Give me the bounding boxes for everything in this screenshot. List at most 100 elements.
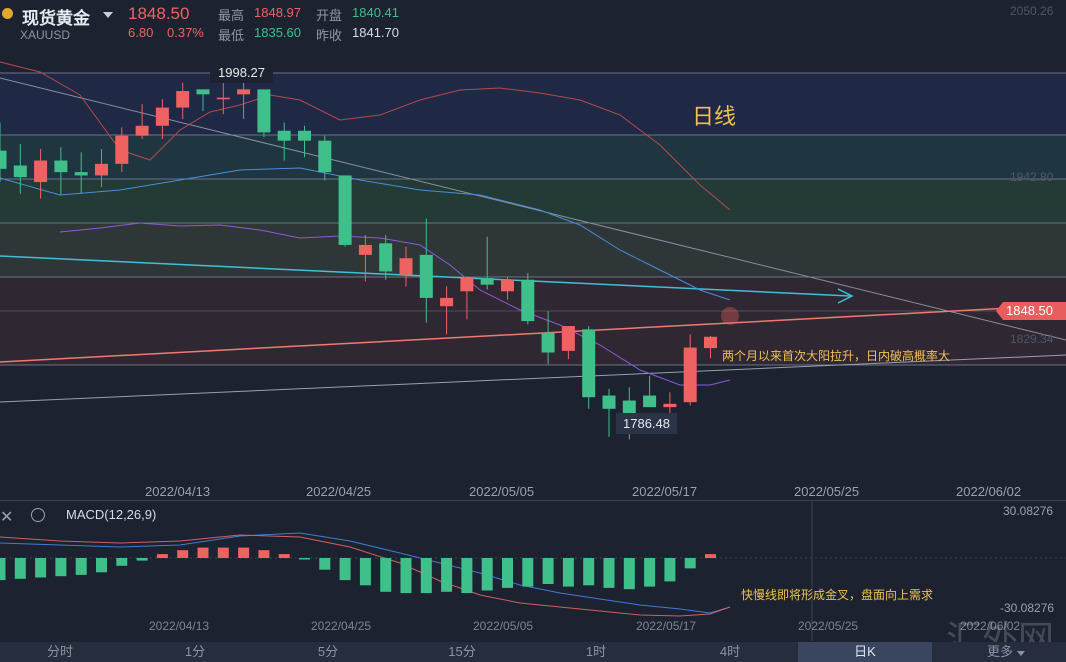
close-icon[interactable]: ✕ (0, 509, 14, 526)
macd-bar (481, 558, 493, 591)
candle-body (135, 125, 149, 136)
macd-bar (258, 550, 270, 558)
macd-bar (197, 547, 209, 558)
macd-bar (623, 558, 635, 590)
macd-bar (0, 558, 6, 581)
chevron-down-icon[interactable] (103, 12, 113, 18)
high-label: 最高 (218, 8, 245, 23)
band-2 (0, 135, 1066, 179)
macd-bar (562, 558, 574, 587)
macd-bar (380, 558, 392, 592)
macd-bar (177, 550, 189, 558)
macd-bar (644, 558, 656, 587)
low-marker: 1786.48 (616, 413, 677, 434)
macd-bar (136, 558, 148, 561)
lower-trendline (0, 354, 1066, 403)
arrow-icon (837, 288, 854, 304)
dif-line (0, 532, 731, 614)
macd-bar (420, 558, 432, 594)
macd-title: MACD(12,26,9) (66, 507, 157, 522)
support-line (0, 304, 1066, 363)
candle-body (176, 91, 190, 108)
candle-body (318, 140, 332, 173)
tab-15min[interactable]: 15分 (448, 644, 476, 659)
macd-bar (684, 558, 696, 569)
candle-body (13, 165, 27, 178)
candle-body (95, 163, 108, 176)
candle-body (622, 400, 636, 416)
panel-divider (0, 500, 1066, 501)
candle-body (704, 336, 717, 349)
tab-daily[interactable]: 日K (798, 642, 932, 662)
candle-body (501, 279, 514, 292)
gold-icon (2, 8, 13, 19)
tab-more[interactable]: 更多 (986, 644, 1013, 659)
macd-date-label: 2022/04/25 (311, 619, 372, 633)
macd-bar (522, 558, 534, 587)
candle-body (541, 332, 555, 353)
date-label: 2022/04/13 (145, 484, 211, 499)
candle-body (237, 89, 251, 95)
macd-bar (116, 558, 128, 566)
down-trendline (0, 77, 1066, 341)
macd-chart[interactable] (0, 501, 1066, 641)
candle-body (663, 403, 677, 408)
band-4 (0, 223, 1066, 277)
annotation: 两个月以来首次大阳拉升，日内破高概率大 (722, 349, 951, 363)
date-label: 2022/04/25 (306, 484, 372, 499)
macd-bar (238, 547, 250, 558)
more-chevron-icon[interactable] (1017, 651, 1025, 656)
symbol-name[interactable]: 现货黄金 (22, 9, 90, 28)
candle-body (74, 172, 88, 176)
candle-body (379, 243, 393, 272)
macd-bar (156, 554, 168, 558)
macd-bar (461, 558, 473, 594)
tab-4hour[interactable]: 4时 (719, 644, 741, 659)
macd-axis-top: 30.08276 (1003, 504, 1054, 518)
macd-bar (75, 558, 87, 575)
band-3 (0, 179, 1066, 223)
macd-date-label: 2022/05/25 (798, 619, 859, 633)
macd-annotation: 快慢线即将形成金叉，盘面向上需求 (741, 588, 934, 602)
candle-body (521, 279, 535, 322)
middle-band (0, 167, 731, 301)
price-axis-low: 1829.34 (1010, 332, 1054, 346)
macd-bar (441, 558, 453, 592)
settings-icon[interactable] (31, 508, 45, 522)
candle-body (358, 244, 372, 255)
price-chart[interactable] (0, 0, 1066, 500)
date-label: 2022/05/25 (794, 484, 860, 499)
current-price-tag (996, 302, 1066, 320)
candle-body (34, 160, 48, 183)
candle-body (399, 258, 413, 275)
candle-body (643, 395, 657, 408)
candle-body (683, 347, 697, 403)
lower-band (59, 222, 731, 386)
candle-body (338, 175, 352, 245)
price-axis-top: 2050.26 (1010, 4, 1054, 18)
candle-body (115, 135, 129, 164)
macd-bar (96, 558, 107, 573)
current-glow (721, 307, 739, 325)
candle-body (155, 107, 169, 126)
candle-body (561, 326, 575, 351)
high-value: 1848.97 (254, 5, 301, 20)
current-price-value: 1848.50 (1006, 303, 1053, 318)
candle-body (298, 130, 311, 141)
timeframe-text: 日线 (692, 104, 737, 129)
macd-bar (542, 558, 554, 584)
price-axis-mid: 1942.80 (1010, 170, 1054, 184)
macd-bar (400, 558, 412, 594)
macd-axis-bottom: -30.08276 (1000, 601, 1055, 615)
macd-bar (55, 558, 67, 577)
macd-bar (278, 554, 290, 558)
candle-body (582, 329, 596, 398)
tab-5min[interactable]: 5分 (317, 644, 339, 659)
macd-bar (217, 547, 229, 558)
tab-timeline[interactable]: 分时 (46, 644, 73, 659)
macd-bar (664, 558, 676, 582)
tab-1min[interactable]: 1分 (184, 644, 206, 659)
date-label: 2022/06/02 (956, 484, 1022, 499)
tab-1hour[interactable]: 1时 (585, 644, 607, 659)
